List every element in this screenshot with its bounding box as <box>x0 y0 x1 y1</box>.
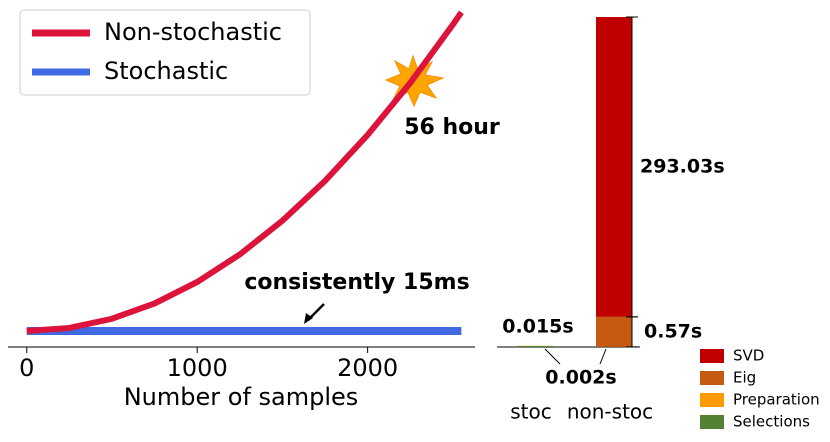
bar-segment <box>596 16 632 317</box>
legend-label: Non-stochastic <box>104 18 282 46</box>
legend-label: SVD <box>733 347 764 365</box>
legend-swatch <box>700 393 724 407</box>
legend-label: Preparation <box>733 391 820 409</box>
label-leader <box>544 348 561 365</box>
data-label: 0.57s <box>644 320 702 342</box>
x-tick-label: 0 <box>19 354 34 382</box>
bar-segment <box>517 345 553 347</box>
legend-swatch <box>700 349 724 363</box>
bar-segment <box>596 316 632 347</box>
x-tick-label: 1000 <box>167 354 228 382</box>
x-tick-label: 2000 <box>337 354 398 382</box>
x-tick-label: non-stoc <box>567 400 653 424</box>
arrow-head <box>304 313 313 324</box>
annotation: consistently 15ms <box>244 270 469 295</box>
legend-label: Stochastic <box>104 57 228 85</box>
legend-box <box>19 9 311 96</box>
x-axis-label: Number of samples <box>124 383 359 411</box>
label-leader <box>599 348 607 365</box>
data-label: 0.015s <box>502 316 573 338</box>
data-line <box>26 10 464 334</box>
data-label: 293.03s <box>640 155 725 177</box>
legend-swatch <box>700 371 724 385</box>
legend-swatch <box>700 415 724 429</box>
legend-label: Eig <box>733 369 756 387</box>
x-tick-label: stoc <box>510 400 552 424</box>
legend-label: Selections <box>733 413 810 431</box>
annotation: 56 hour <box>404 115 500 140</box>
data-label: 0.002s <box>545 367 616 389</box>
